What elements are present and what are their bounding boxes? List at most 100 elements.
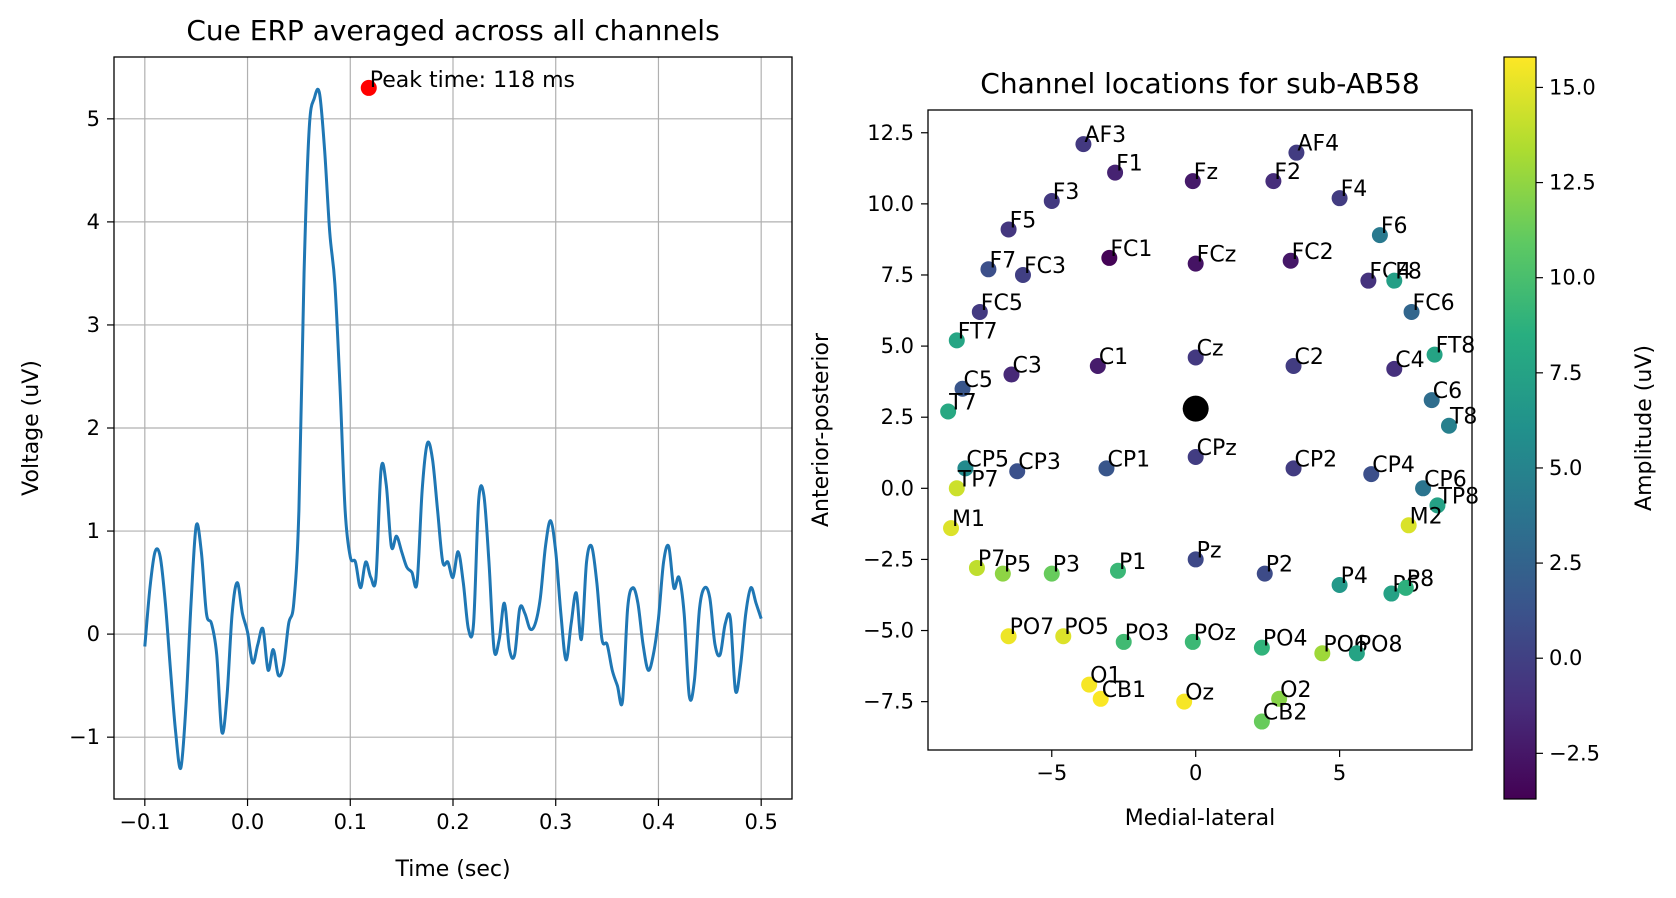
channel-point — [1331, 577, 1348, 594]
channel-point — [1014, 266, 1031, 283]
erp-x-tick-label: 0.2 — [436, 810, 469, 834]
channel-label: CP6 — [1424, 467, 1467, 492]
erp-xlabel: Time (sec) — [394, 857, 510, 882]
channel-label: O1 — [1090, 664, 1121, 689]
channel-label: F6 — [1381, 214, 1408, 239]
channel-label: Pz — [1197, 538, 1222, 563]
channel-label: C5 — [964, 368, 993, 393]
channel-label: PO4 — [1263, 627, 1308, 652]
channel-label: M1 — [952, 507, 985, 532]
channel-label: CPz — [1197, 436, 1237, 461]
channel-label: C6 — [1433, 379, 1462, 404]
channel-label: CP2 — [1295, 447, 1338, 472]
erp-plot-area: Peak time: 118 ms — [143, 68, 763, 770]
channel-label: PO5 — [1064, 615, 1109, 640]
topo-y-tick-label: 2.5 — [881, 405, 914, 429]
topo-y-tick-label: 10.0 — [867, 192, 914, 216]
channel-label: C3 — [1012, 354, 1041, 379]
channel-label: FC5 — [981, 291, 1023, 316]
channel-point — [980, 261, 997, 278]
erp-axes-frame — [113, 56, 793, 800]
channel-point — [1363, 466, 1380, 483]
channel-point — [968, 559, 985, 576]
colorbar-tick-label: 10.0 — [1549, 266, 1596, 290]
channel-point — [1371, 227, 1388, 244]
channel-point — [1256, 565, 1273, 582]
channel-point — [1253, 639, 1270, 656]
channel-label: FC2 — [1292, 240, 1334, 265]
erp-y-tick-label: 2 — [87, 416, 100, 440]
erp-y-tick-label: 3 — [87, 313, 100, 337]
channel-label: O2 — [1280, 678, 1311, 703]
channel-label: POz — [1194, 621, 1236, 646]
channel-label: F4 — [1341, 177, 1368, 202]
erp-x-tick-label: 0.1 — [334, 810, 367, 834]
colorbar-ticks: −2.5 0.0 2.5 5.0 7.5 10.0 12.5 15.0 — [1536, 75, 1600, 765]
channel-label: Cz — [1197, 336, 1224, 361]
topo-title: Channel locations for sub-AB58 — [980, 67, 1419, 100]
channel-point — [1187, 551, 1204, 568]
topo-x-tick-label: 0 — [1189, 761, 1202, 785]
channel-label: FC3 — [1024, 254, 1066, 279]
channel-point — [948, 480, 965, 497]
channel-point — [1176, 693, 1193, 710]
channel-point — [1009, 463, 1026, 480]
channel-point — [1000, 628, 1017, 645]
erp-series-line — [143, 87, 763, 770]
channel-label: F7 — [989, 248, 1016, 273]
channel-label: PO8 — [1358, 632, 1403, 657]
channel-point — [1003, 366, 1020, 383]
colorbar-tick-label: 7.5 — [1549, 361, 1582, 385]
channel-point — [1253, 713, 1270, 730]
channel-label: C2 — [1295, 345, 1324, 370]
erp-x-tick-label: 0.0 — [231, 810, 264, 834]
channel-label: CP4 — [1372, 453, 1415, 478]
colorbar-gradient — [1503, 56, 1537, 800]
channel-point — [1285, 460, 1302, 477]
topo-x-tick-label: −5 — [1036, 761, 1067, 785]
channel-label: T7 — [948, 391, 976, 416]
channel-point — [1265, 173, 1282, 190]
erp-x-tick-label: 0.5 — [744, 810, 777, 834]
colorbar-tick-label: −2.5 — [1549, 741, 1600, 765]
erp-ticks: −0.1 0.0 0.1 0.2 0.3 0.4 0.5 −1 0 1 2 3 4 5 — [69, 107, 778, 834]
channel-label: TP7 — [957, 467, 999, 492]
erp-x-tick-label: 0.4 — [642, 810, 675, 834]
channel-point — [1081, 676, 1098, 693]
channel-point — [948, 332, 965, 349]
topo-y-tick-label: 0.0 — [881, 476, 914, 500]
topo-y-tick-label: 7.5 — [881, 263, 914, 287]
channel-label: TP8 — [1437, 484, 1479, 509]
channel-label: FT8 — [1436, 334, 1476, 359]
erp-x-tick-label: −0.1 — [119, 810, 170, 834]
topo-ylabel: Anterior-posterior — [809, 332, 834, 527]
channel-label: C4 — [1395, 348, 1424, 373]
colorbar-tick-label: 2.5 — [1549, 551, 1582, 575]
channel-point — [1348, 645, 1365, 662]
channel-point — [1107, 164, 1124, 181]
channel-point — [1089, 358, 1106, 374]
channel-point — [943, 520, 960, 537]
erp-peak-annotation: Peak time: 118 ms — [370, 68, 575, 93]
erp-y-tick-label: 0 — [87, 622, 100, 646]
channel-point — [1285, 358, 1302, 374]
channel-point — [1331, 190, 1348, 207]
channel-point — [1092, 690, 1109, 707]
channel-label: P5 — [1004, 553, 1031, 578]
channel-point — [1098, 460, 1115, 477]
channel-point — [1282, 252, 1299, 269]
channel-point — [1426, 346, 1443, 363]
channel-label: C1 — [1099, 345, 1128, 370]
channel-label: CB2 — [1263, 701, 1307, 726]
channel-point — [1415, 480, 1432, 497]
colorbar-tick-label: 15.0 — [1549, 75, 1596, 99]
channel-label: FCz — [1197, 243, 1237, 268]
erp-chart: Cue ERP averaged across all channels −0.… — [19, 14, 793, 882]
channel-label: F2 — [1274, 160, 1301, 185]
channel-label: CP5 — [966, 447, 1009, 472]
colorbar-tick-label: 12.5 — [1549, 171, 1596, 195]
channel-point — [1440, 417, 1457, 434]
channel-point — [1386, 272, 1403, 289]
channel-label: Oz — [1185, 681, 1214, 706]
